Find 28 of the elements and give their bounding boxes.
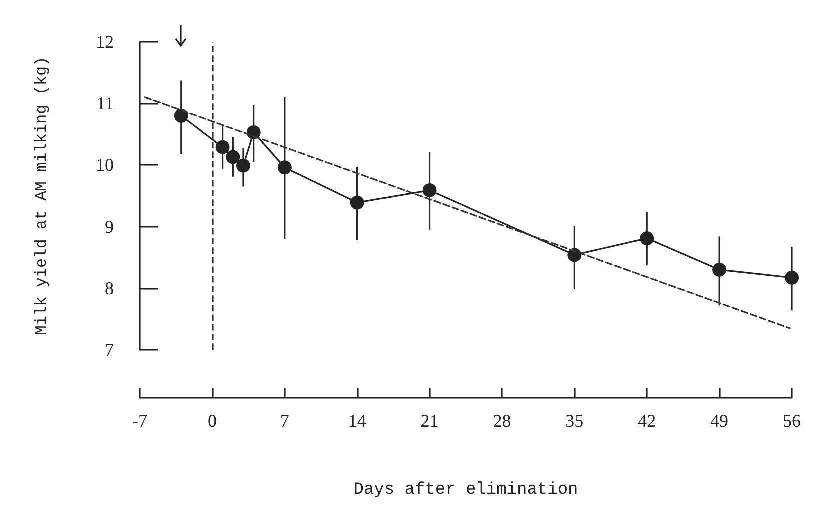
y-tick-label: 11 [96,94,114,114]
x-tick-label: 49 [710,411,729,431]
x-tick-label: 28 [493,411,512,431]
x-tick-label: 56 [783,411,801,431]
point [226,150,240,164]
y-tick-label: 7 [105,340,114,360]
x-tick-label: 21 [420,411,439,431]
y-tick-label: 10 [96,155,114,176]
point [216,140,230,154]
y-tick-label: 12 [96,32,114,52]
point [278,160,292,175]
x-tick-label: 35 [566,411,584,431]
point [422,183,437,198]
point [785,270,799,285]
point [236,158,250,173]
x-tick-label: 14 [348,411,366,431]
point [712,262,727,277]
point [350,196,364,210]
x-tick-label: 7 [280,411,290,431]
x-tick-label: -7 [132,411,148,431]
y-axis-title: Milk yield at AM milking (kg) [33,56,51,336]
x-axis-title: Days after elimination [354,481,578,500]
x-tick-label: 42 [638,411,656,431]
point [174,108,188,123]
point [640,232,654,246]
y-tick-label: 8 [105,278,114,298]
y-tick-label: 9 [105,216,114,237]
x-tick-label: 0 [208,411,217,431]
